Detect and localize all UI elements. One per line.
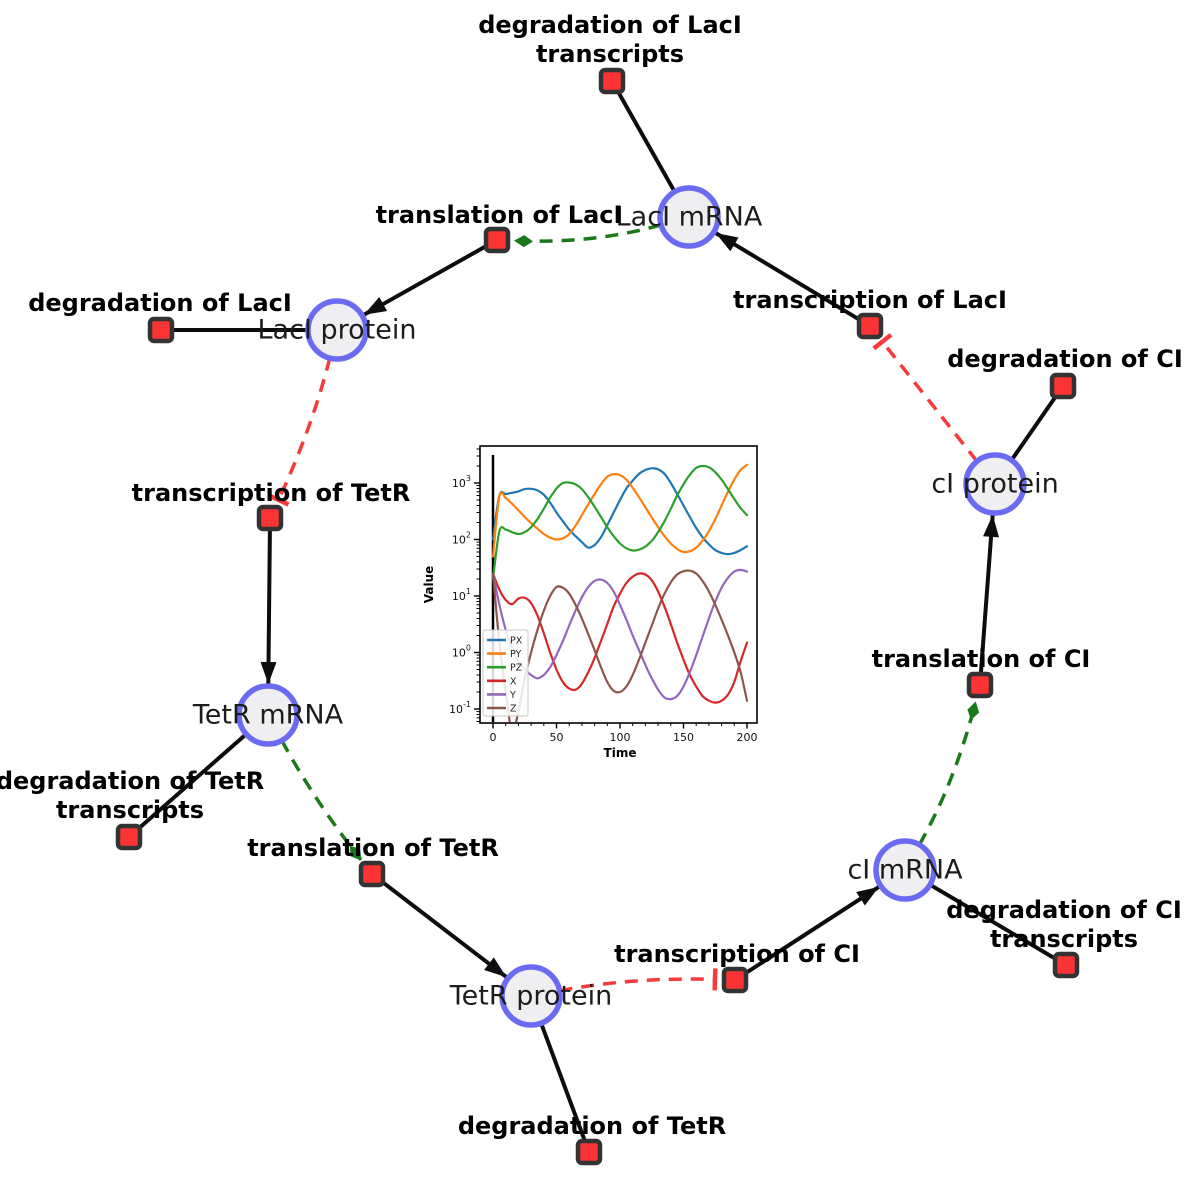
- legend-label-PZ: PZ: [510, 663, 523, 674]
- inset-plot: 10-1 100 101 102 103 0 50 100 150 200 Time Value PX P…: [422, 445, 758, 760]
- legend-label-PY: PY: [510, 649, 522, 660]
- reaction-node-deg_laci[interactable]: [147, 316, 175, 344]
- edge-reactant-tetr_mrna-deg_tetr_tx: [127, 732, 248, 839]
- y-axis-label: Value: [422, 566, 436, 604]
- x-axis-label: Time: [604, 746, 637, 760]
- edge-modifier-tetr_mrna-transl_tetr: [280, 739, 363, 861]
- reaction-node-transc_tetr[interactable]: [256, 504, 284, 532]
- edge-reactant-laci_mrna-deg_laci_tx: [610, 80, 677, 193]
- species-node-laci_protein[interactable]: [305, 298, 369, 362]
- y-tick-label: 103: [452, 474, 471, 490]
- edge-reactant-ci_mrna-deg_ci_tx: [928, 882, 1068, 967]
- species-node-laci_mrna[interactable]: [657, 185, 721, 249]
- edge-inhibition-ci_protein-transc_laci: [872, 333, 979, 463]
- edge-layer: [127, 80, 1068, 1153]
- reaction-node-transc_ci[interactable]: [721, 966, 749, 994]
- series-Z: [491, 569, 749, 722]
- species-node-tetr_mrna[interactable]: [236, 683, 300, 747]
- species-node-ci_mrna[interactable]: [873, 838, 937, 902]
- edge-reactant-tetr_protein-deg_tetr: [539, 1022, 591, 1153]
- reaction-label-transc_ci-line0: transcription of CI: [614, 940, 860, 968]
- y-tick-label: 101: [452, 587, 471, 603]
- edge-product-transc_ci-ci_mrna: [744, 885, 881, 976]
- series-Y: [491, 568, 749, 701]
- reaction-node-transl_laci[interactable]: [483, 226, 511, 254]
- species-label-tetr_mrna: TetR mRNA: [192, 700, 344, 731]
- edge-modifier-ci_mrna-transl_ci: [917, 701, 980, 846]
- reaction-node-deg_ci[interactable]: [1049, 372, 1077, 400]
- x-tick-label: 100: [610, 731, 631, 744]
- species-label-ci_protein: cI protein: [931, 469, 1058, 500]
- reaction-node-transl_tetr[interactable]: [358, 860, 386, 888]
- reaction-label-deg_laci-line0: degradation of LacI: [28, 289, 292, 317]
- reaction-label-deg_ci_tx-line1: transcripts: [990, 925, 1138, 953]
- reaction-label-deg_tetr_tx-line0: degradation of TetR: [0, 767, 264, 795]
- edge-product-transc_laci-laci_mrna: [714, 231, 861, 322]
- reaction-label-deg_tetr-line0: degradation of TetR: [458, 1112, 726, 1140]
- species-label-tetr_protein: TetR protein: [449, 981, 612, 1012]
- series-X: [491, 572, 749, 704]
- edge-modifier-laci_mrna-transl_laci: [514, 223, 662, 248]
- plot-frame: [479, 445, 758, 724]
- y-tick-label: 10-1: [449, 700, 471, 716]
- legend-label-X: X: [510, 676, 517, 687]
- label-layer: LacI mRNA LacI protein TetR mRNA TetR prote…: [0, 11, 1183, 1140]
- reaction-label-transc_tetr-line0: transcription of TetR: [132, 479, 411, 507]
- reaction-label-transl_laci-line0: translation of LacI: [376, 201, 623, 229]
- x-tick-label: 50: [550, 731, 564, 744]
- edge-inhibition-laci_protein-transc_tetr: [267, 357, 332, 507]
- species-label-laci_mrna: LacI mRNA: [616, 202, 763, 233]
- reaction-node-deg_tetr[interactable]: [575, 1138, 603, 1166]
- legend-label-Y: Y: [509, 690, 516, 701]
- species-label-laci_protein: LacI protein: [258, 315, 417, 346]
- x-tick-label: 0: [490, 731, 497, 744]
- reaction-label-deg_ci_tx-line0: degradation of CI: [946, 896, 1182, 924]
- edge-product-transc_tetr-tetr_mrna: [260, 529, 277, 685]
- series-PZ: [491, 464, 749, 581]
- species-node-tetr_protein[interactable]: [499, 964, 563, 1028]
- reaction-label-transc_laci-line0: transcription of LacI: [733, 286, 1007, 314]
- species-label-ci_mrna: cI mRNA: [847, 855, 963, 886]
- y-tick-label: 102: [452, 531, 471, 547]
- reaction-node-deg_tetr_tx[interactable]: [115, 823, 143, 851]
- x-tick-label: 200: [737, 731, 758, 744]
- edge-product-transl_tetr-tetr_protein: [380, 879, 508, 979]
- series-PY: [491, 463, 749, 558]
- reaction-label-deg_ci-line0: degradation of CI: [947, 345, 1183, 373]
- species-node-ci_protein[interactable]: [963, 452, 1027, 516]
- reaction-node-transl_ci[interactable]: [966, 671, 994, 699]
- reaction-node-deg_laci_tx[interactable]: [598, 67, 626, 95]
- edge-product-transl_ci-ci_protein: [978, 514, 1000, 674]
- legend-label-Z: Z: [510, 704, 517, 715]
- y-tick-label: 100: [452, 644, 471, 660]
- reaction-label-transl_ci-line0: translation of CI: [872, 645, 1091, 673]
- reaction-label-deg_laci_tx-line0: degradation of LacI: [478, 11, 742, 39]
- legend-label-PX: PX: [510, 636, 523, 647]
- edge-inhibition-tetr_protein-transc_ci: [559, 968, 718, 993]
- reaction-label-transl_tetr-line0: translation of TetR: [247, 834, 499, 862]
- reaction-label-deg_tetr_tx-line1: transcripts: [56, 796, 204, 824]
- edge-product-transl_laci-laci_protein: [363, 244, 488, 317]
- reaction-node-deg_ci_tx[interactable]: [1052, 951, 1080, 979]
- reaction-label-deg_laci_tx-line1: transcripts: [536, 40, 684, 68]
- reaction-node-transc_laci[interactable]: [856, 312, 884, 340]
- node-layer: [115, 67, 1080, 1166]
- x-tick-label: 150: [673, 731, 694, 744]
